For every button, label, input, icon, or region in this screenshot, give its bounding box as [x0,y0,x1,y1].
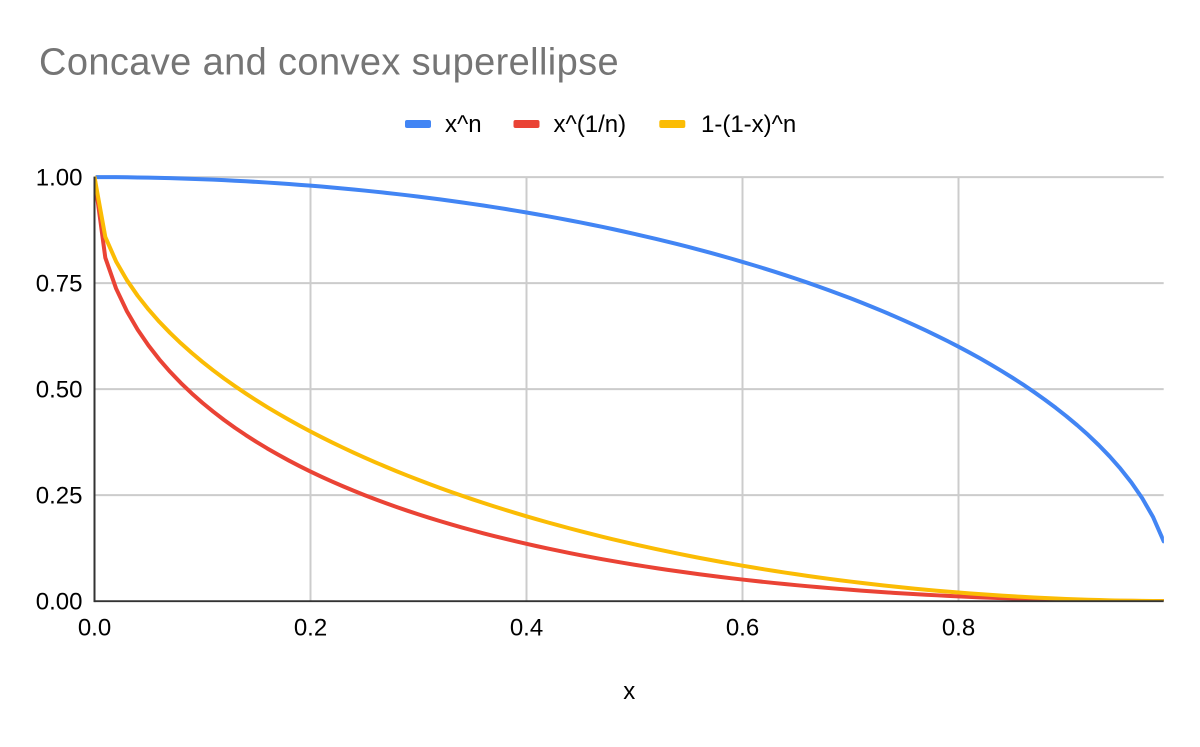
svg-text:0.2: 0.2 [294,614,327,641]
svg-text:0.25: 0.25 [36,483,83,510]
svg-text:0.50: 0.50 [36,377,83,404]
svg-text:x: x [623,678,635,705]
svg-text:0.00: 0.00 [36,589,83,616]
svg-text:1-(1-x)^n: 1-(1-x)^n [701,111,796,138]
svg-text:0.75: 0.75 [36,271,83,298]
svg-text:1.00: 1.00 [36,165,83,192]
svg-text:Concave and convex superellips: Concave and convex superellipse [39,42,619,84]
svg-text:0.8: 0.8 [942,614,975,641]
svg-text:0.6: 0.6 [726,614,759,641]
svg-text:x^n: x^n [445,111,482,138]
svg-text:0.4: 0.4 [510,614,543,641]
svg-text:x^(1/n): x^(1/n) [554,111,627,138]
svg-text:0.0: 0.0 [78,614,111,641]
